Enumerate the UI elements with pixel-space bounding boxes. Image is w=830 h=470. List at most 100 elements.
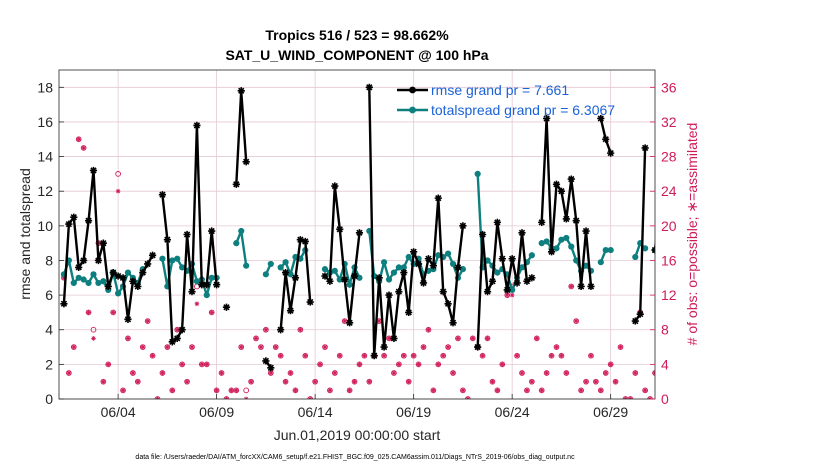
obs-assimilated-point [613, 379, 618, 384]
obs-possible-point [159, 370, 166, 376]
obs-possible-point [464, 396, 471, 399]
obs-possible-point [632, 370, 639, 376]
obs-possible-point [573, 318, 580, 324]
rmse-point [94, 256, 103, 265]
obs-assimilated-point [209, 310, 214, 315]
obs-assimilated-point [253, 336, 259, 341]
rmse-point [148, 251, 157, 259]
obs-possible-point [70, 344, 77, 350]
totalspread-point [179, 264, 186, 271]
obs-possible-point [282, 378, 289, 385]
rmse-point [134, 282, 142, 291]
rmse-point [474, 343, 482, 351]
obs-possible-point [331, 370, 338, 376]
x-axis: 06/04 06/09 06/14 06/19 06/24 06/29 [101, 394, 628, 420]
obs-assimilated-point [386, 336, 392, 341]
obs-possible-point [529, 378, 535, 385]
rmse-point [508, 255, 516, 263]
totalspread-point [267, 260, 274, 268]
obs-possible-point [292, 387, 299, 394]
obs-assimilated-point [110, 310, 116, 315]
obs-assimilated-point [169, 388, 175, 393]
obs-assimilated-point [450, 370, 456, 376]
obs-possible-point [410, 352, 417, 359]
y-left-tick-label: 0 [45, 391, 53, 407]
obs-possible-point [568, 283, 575, 290]
rmse-point [375, 274, 383, 282]
obs-assimilated-point [445, 344, 451, 350]
y-axis-left: 0 2 4 6 8 10 12 14 16 18 [37, 79, 64, 407]
totalspread-point [169, 257, 176, 264]
obs-assimilated-point [86, 310, 91, 315]
obs-possible-point [277, 352, 284, 359]
y-right-tick-label: 8 [661, 322, 669, 338]
rmse-point [350, 272, 359, 280]
totalspread-point [582, 262, 590, 269]
obs-possible-point [622, 396, 629, 399]
totalspread-point [282, 259, 289, 266]
obs-assimilated-point [593, 379, 599, 384]
rmse-point [528, 274, 536, 282]
obs-possible-point [460, 387, 466, 394]
x-tick-label: 06/19 [396, 404, 431, 420]
obs-possible-point [184, 378, 190, 385]
rmse-point [582, 227, 590, 235]
obs-possible-point [415, 361, 422, 368]
rmse-point [454, 263, 462, 271]
totalspread-point [449, 260, 457, 268]
totalspread-point [568, 243, 575, 250]
obs-assimilated-point [165, 344, 170, 350]
y-right-tick-label: 16 [661, 252, 677, 268]
obs-possible-point [179, 361, 185, 368]
obs-possible-point [80, 145, 87, 151]
rmse-point [503, 286, 511, 294]
obs-possible-point [208, 309, 215, 316]
rmse-point [656, 200, 663, 207]
obs-assimilated-point [603, 370, 609, 376]
rmse-point [547, 248, 556, 256]
totalspread-point [385, 276, 393, 283]
totalspread-point [400, 264, 407, 271]
y-right-tick-label: 32 [661, 114, 677, 130]
rmse-point [587, 282, 595, 291]
rmse-point [365, 83, 373, 91]
obs-assimilated-point [263, 327, 269, 333]
obs-assimilated-point [391, 370, 397, 376]
rmse-point [562, 215, 570, 223]
y-left-tick-label: 14 [37, 149, 53, 165]
rmse-point [109, 268, 117, 277]
rmse-point [65, 220, 73, 228]
obs-assimilated-point [130, 370, 136, 376]
rmse-point [331, 182, 339, 190]
y-right-tick-label: 0 [661, 391, 669, 407]
totalspread-point [390, 269, 398, 276]
rmse-point [173, 334, 181, 342]
obs-possible-point [110, 309, 117, 316]
obs-assimilated-point [91, 336, 96, 341]
obs-possible-point [85, 309, 92, 316]
obs-possible-point [405, 378, 412, 385]
x-tick-label: 06/04 [101, 404, 136, 420]
rmse-point [84, 217, 93, 225]
obs-assimilated-point [435, 362, 441, 367]
obs-possible-point [134, 378, 141, 385]
obs-assimilated-point [411, 353, 416, 359]
totalspread-point [632, 253, 639, 261]
obs-counts [61, 136, 655, 399]
obs-possible-point [336, 352, 343, 359]
rmse-point [380, 343, 388, 351]
rmse-point [543, 114, 551, 123]
rmse-point [518, 229, 526, 237]
obs-assimilated-point [401, 353, 407, 359]
obs-possible-point [400, 352, 407, 359]
obs-possible-point [494, 387, 501, 394]
totalspread-point [243, 262, 250, 269]
obs-assimilated-point [480, 353, 485, 359]
obs-possible-point [469, 335, 476, 342]
obs-assimilated-point [539, 388, 545, 393]
obs-possible-point [361, 352, 368, 359]
totalspread-point [518, 264, 526, 271]
obs-assimilated-point [573, 318, 579, 324]
totalspread-point [159, 255, 166, 262]
obs-assimilated-point [470, 336, 476, 341]
